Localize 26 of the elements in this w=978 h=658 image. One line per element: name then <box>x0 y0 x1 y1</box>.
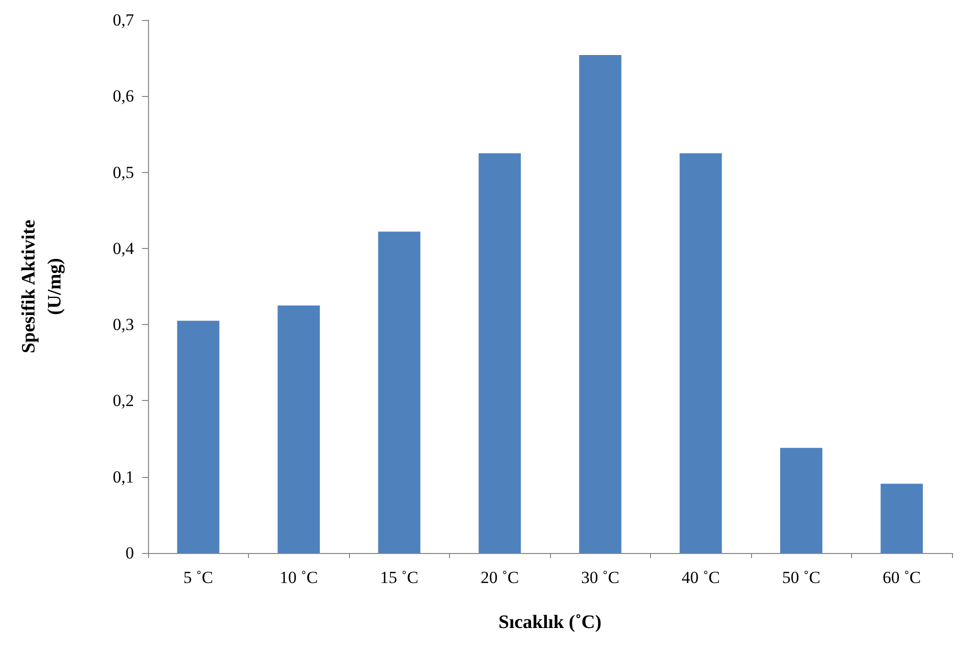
x-tick-label: 50 ˚C <box>782 568 820 587</box>
bar <box>278 306 320 553</box>
y-axis-title: Spesifik Aktivite (U/mg) <box>18 220 66 354</box>
x-tick-label: 20 ˚C <box>480 568 519 587</box>
y-tick-label: 0,5 <box>112 162 134 182</box>
y-tick-label: 0,7 <box>112 10 134 30</box>
x-tick-label: 30 ˚C <box>581 568 620 587</box>
y-tick-label: 0,4 <box>112 238 134 258</box>
y-tick-label: 0,2 <box>112 391 134 410</box>
x-tick-label: 5 ˚C <box>183 568 214 587</box>
x-tick-label: 10 ˚C <box>280 568 318 587</box>
bar <box>378 232 420 553</box>
x-tick-label: 60 ˚C <box>882 568 921 587</box>
x-tick-label: 15 ˚C <box>380 568 418 587</box>
x-tick-label: 40 ˚C <box>682 568 720 587</box>
y-tick-label: 0,6 <box>112 86 134 106</box>
bar <box>680 153 722 553</box>
bar <box>780 448 822 553</box>
y-tick-label: 0,3 <box>112 315 134 334</box>
y-tick-label: 0 <box>126 544 134 562</box>
x-axis-title: Sıcaklık (˚C) <box>498 612 602 633</box>
bar <box>579 55 622 553</box>
bar <box>177 320 220 553</box>
bar <box>478 153 521 553</box>
bar <box>880 484 923 553</box>
y-tick-label: 0,1 <box>112 467 134 486</box>
